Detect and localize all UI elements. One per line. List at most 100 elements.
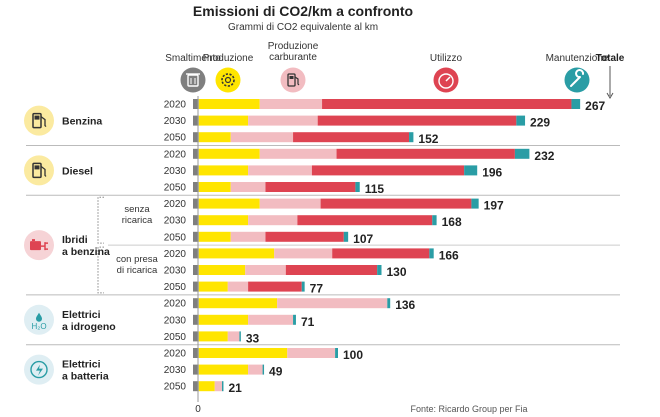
bar-row: 2030 71 bbox=[164, 314, 315, 329]
year-label: 2030 bbox=[164, 216, 187, 227]
bar-segment-utilizzo bbox=[320, 198, 472, 209]
bar-segment-utilizzo bbox=[248, 281, 302, 292]
bar-row: 2020 166 bbox=[164, 248, 459, 262]
year-label: 2030 bbox=[164, 266, 187, 277]
battery-plug-icon bbox=[24, 230, 54, 261]
year-label: 2030 bbox=[164, 166, 187, 177]
bar-segment-manutenzione bbox=[429, 248, 434, 259]
bar-segment-produzione bbox=[198, 99, 260, 109]
bar-segment-utilizzo bbox=[322, 99, 572, 109]
category-name: a batteria bbox=[62, 371, 109, 383]
trash-bin-icon bbox=[180, 67, 206, 93]
bar-segment-manutenzione bbox=[471, 198, 479, 209]
bar-segment-produzione bbox=[198, 115, 249, 126]
bar-row: 2050 152 bbox=[164, 132, 439, 146]
bar-segment-carburante bbox=[287, 348, 336, 358]
bar-segment-carburante bbox=[230, 231, 266, 242]
bar-segment-utilizzo bbox=[297, 215, 433, 226]
bar-row: 2050 21 bbox=[164, 381, 242, 395]
year-label: 2050 bbox=[164, 282, 187, 293]
bar-segment-utilizzo bbox=[311, 165, 465, 176]
bar-row: 2050 77 bbox=[164, 281, 323, 296]
bar-segment-produzione bbox=[198, 265, 246, 275]
bar-segment-manutenzione bbox=[464, 165, 478, 176]
bar-segment-carburante bbox=[214, 381, 222, 392]
bar-row: 2020 100 bbox=[164, 348, 363, 362]
category-name: Elettrici bbox=[62, 359, 101, 371]
total-value: 152 bbox=[418, 132, 438, 146]
year-label: 2050 bbox=[164, 382, 187, 393]
hydrogen-drop-icon: H₂O bbox=[24, 304, 54, 335]
bar-segment-utilizzo bbox=[317, 115, 517, 126]
subgroup-label: ricarica bbox=[122, 215, 153, 226]
category-0: Benzina bbox=[24, 105, 102, 136]
legend-manutenzione: Manutenzione bbox=[546, 53, 609, 93]
bar-segment-utilizzo bbox=[265, 231, 344, 242]
bar-segment-produzione bbox=[198, 182, 231, 192]
total-value: 196 bbox=[482, 165, 502, 179]
category-name: Benzina bbox=[62, 116, 102, 128]
subgroup-label: senza bbox=[124, 204, 150, 215]
electric-plug-icon bbox=[24, 354, 54, 385]
bar-segment-smaltimento bbox=[193, 381, 199, 392]
total-value: 166 bbox=[439, 248, 459, 262]
total-value: 130 bbox=[387, 265, 407, 279]
bar-segment-utilizzo bbox=[336, 148, 515, 159]
bar-segment-produzione bbox=[198, 231, 231, 242]
bar-segment-carburante bbox=[259, 148, 337, 159]
year-label: 2050 bbox=[164, 133, 187, 144]
bar-segment-smaltimento bbox=[193, 182, 199, 192]
legend-produzione: Produzione bbox=[203, 53, 254, 93]
subgroup-label: di ricarica bbox=[117, 265, 158, 276]
bar-segment-carburante bbox=[248, 215, 298, 226]
bar-segment-produzione bbox=[198, 381, 215, 392]
bar-segment-produzione bbox=[198, 364, 249, 375]
bar-segment-manutenzione bbox=[293, 314, 296, 325]
bar-segment-carburante bbox=[227, 281, 249, 292]
year-label: 2020 bbox=[164, 249, 187, 260]
bar-segment-produzione bbox=[198, 314, 249, 325]
year-label: 2030 bbox=[164, 365, 187, 376]
bar-segment-smaltimento bbox=[193, 281, 199, 292]
bar-row: 2030 196 bbox=[164, 165, 503, 179]
bar-segment-smaltimento bbox=[193, 248, 199, 259]
bar-segment-carburante bbox=[259, 198, 321, 209]
year-label: 2020 bbox=[164, 149, 187, 160]
speedometer-icon bbox=[433, 67, 459, 93]
fuel-pump-icon bbox=[24, 105, 54, 136]
wrench-icon bbox=[564, 67, 590, 93]
year-label: 2050 bbox=[164, 232, 187, 243]
legend-label: Produzione bbox=[268, 41, 319, 52]
gear-icon bbox=[215, 67, 241, 93]
legend-label: Smaltimento bbox=[165, 53, 221, 64]
bar-segment-smaltimento bbox=[193, 231, 199, 242]
fuel-pump-icon bbox=[24, 155, 54, 186]
bar-segment-utilizzo bbox=[285, 265, 378, 275]
bar-segment-carburante bbox=[248, 314, 294, 325]
bar-segment-carburante bbox=[248, 165, 312, 176]
svg-text:H₂O: H₂O bbox=[31, 322, 46, 331]
bar-segment-produzione bbox=[198, 198, 260, 209]
source-note: Fonte: Ricardo Group per Fia bbox=[410, 404, 527, 414]
bar-segment-carburante bbox=[274, 248, 333, 259]
bar-row: 2030 130 bbox=[164, 265, 407, 279]
axis-zero-label: 0 bbox=[195, 404, 201, 415]
bar-segment-manutenzione bbox=[571, 99, 581, 109]
bar-segment-carburante bbox=[248, 364, 263, 375]
bar-segment-produzione bbox=[198, 298, 278, 309]
bar-segment-utilizzo bbox=[332, 248, 430, 259]
total-arrowhead bbox=[606, 92, 614, 99]
bar-segment-utilizzo bbox=[265, 182, 356, 192]
bar-segment-smaltimento bbox=[193, 364, 199, 375]
bar-segment-carburante bbox=[230, 182, 266, 192]
subgroup-label: con presa bbox=[116, 254, 158, 265]
bar-row: 2020 267 bbox=[164, 99, 605, 113]
bar-segment-produzione bbox=[198, 331, 228, 342]
category-name: a idrogeno bbox=[62, 321, 116, 333]
bar-segment-smaltimento bbox=[193, 132, 199, 143]
bar-rows: 2020 267 2030 229 2050 152 2020 232 2030 196 2050 1… bbox=[164, 99, 605, 395]
total-value: 136 bbox=[395, 298, 415, 312]
bar-segment-produzione bbox=[198, 248, 275, 259]
